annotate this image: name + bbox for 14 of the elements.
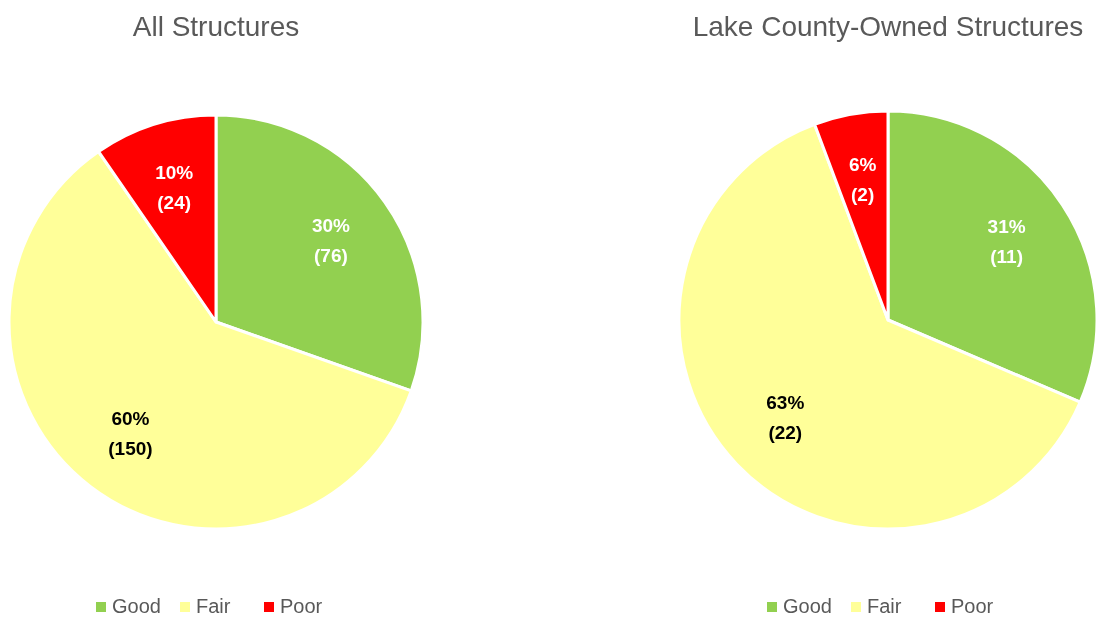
chart-title: All Structures bbox=[132, 11, 300, 42]
legend-label: Poor bbox=[280, 595, 323, 617]
data-label: 6% (2) bbox=[848, 154, 877, 206]
data-label: 60% (150) bbox=[108, 407, 153, 459]
legend-label: Good bbox=[112, 595, 161, 617]
data-label: 63% (22) bbox=[766, 392, 805, 444]
legend-label: Poor bbox=[951, 595, 994, 617]
data-label: 30% (76) bbox=[311, 214, 351, 266]
legend-label: Fair bbox=[867, 595, 902, 617]
data-label: 10% (24) bbox=[155, 161, 194, 213]
chart-title: Lake County-Owned Structures bbox=[692, 11, 1084, 42]
data-label: 31% (11) bbox=[987, 215, 1026, 267]
legend-label: Good bbox=[783, 595, 832, 617]
legend-label: Fair bbox=[196, 595, 231, 617]
